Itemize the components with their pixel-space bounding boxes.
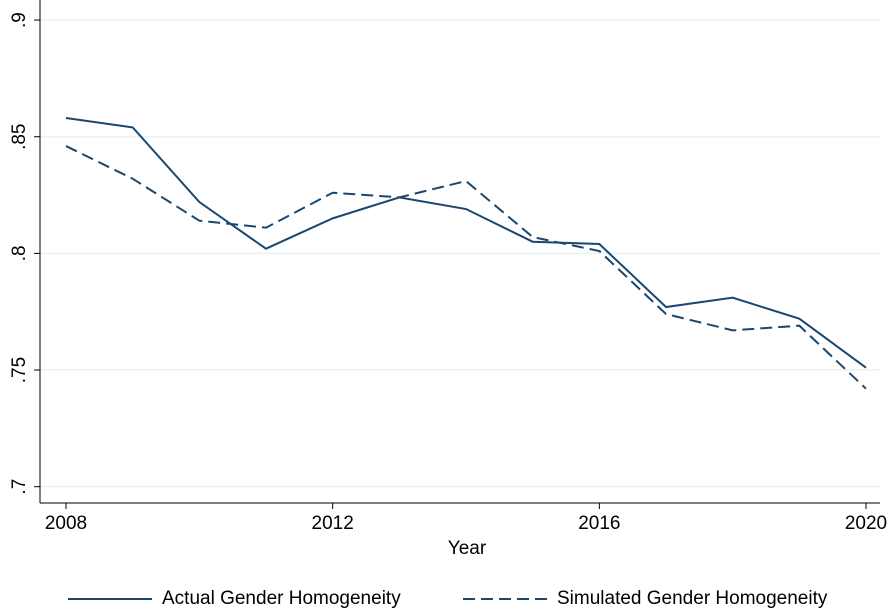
y-tick-label: .8 [9,245,30,261]
y-tick-label: .75 [9,357,30,383]
legend-label: Actual Gender Homogeneity [162,588,401,609]
y-tick-label: .9 [9,12,30,28]
x-tick-label: 2008 [45,513,87,534]
x-axis-title: Year [448,538,487,559]
x-tick-label: 2020 [845,513,887,534]
x-tick-label: 2016 [578,513,620,534]
y-tick-label: .85 [9,124,30,150]
series-line [65,117,867,369]
series-line [65,145,867,390]
y-tick-label: .7 [9,479,30,495]
x-tick-label: 2012 [312,513,354,534]
legend-label: Simulated Gender Homogeneity [557,588,828,609]
